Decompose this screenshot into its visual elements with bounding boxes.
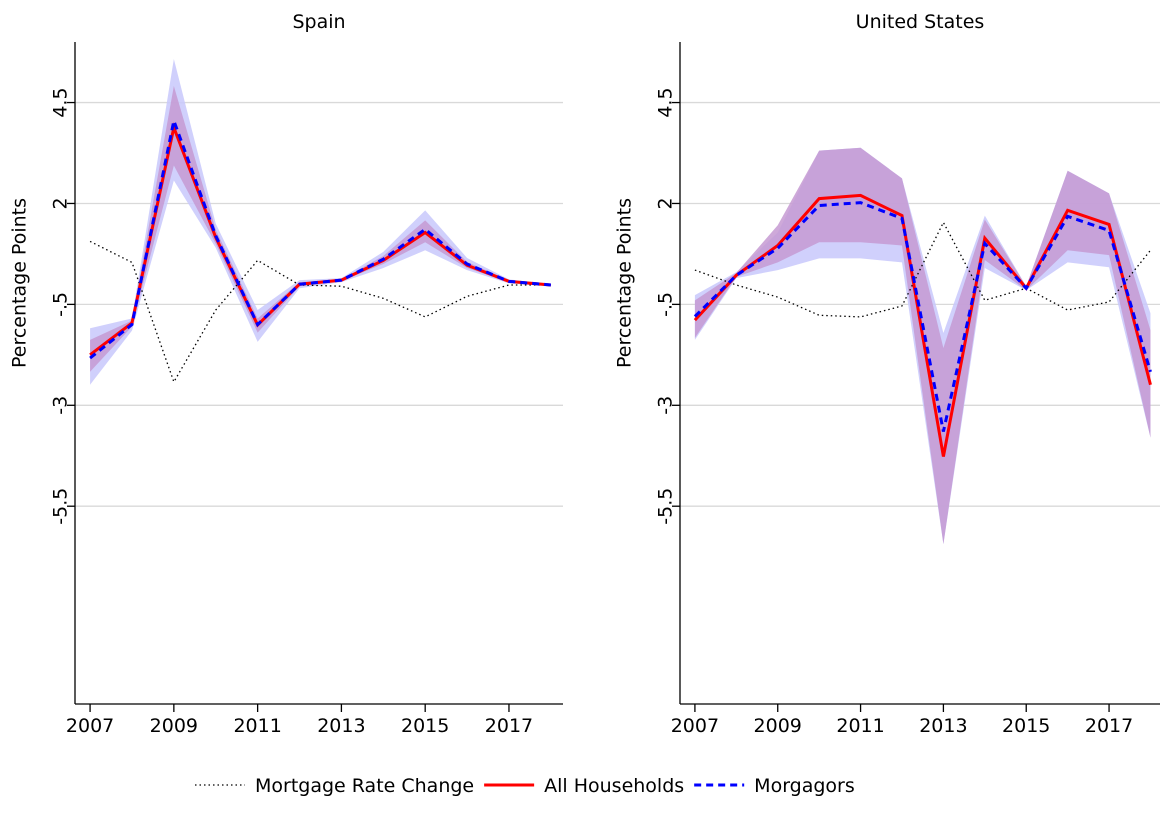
y-tick-label: -5.5 — [655, 488, 677, 525]
panel-title: Spain — [292, 11, 345, 33]
x-tick-label: 2011 — [836, 715, 884, 737]
x-tick-label: 2009 — [150, 715, 198, 737]
y-tick-label: 4.5 — [655, 87, 677, 117]
panel-title: United States — [856, 11, 985, 33]
x-tick-label: 2017 — [485, 715, 533, 737]
y-axis-label: Percentage Points — [9, 198, 31, 368]
y-tick-label: -3 — [50, 396, 72, 415]
x-tick-label: 2013 — [919, 715, 967, 737]
y-tick-label: -3 — [655, 396, 677, 415]
series-line — [693, 193, 1152, 457]
series-line — [89, 240, 551, 384]
y-tick-label: 4.5 — [50, 87, 72, 117]
y-tick-label: -.5 — [50, 292, 72, 317]
x-tick-label: 2007 — [66, 715, 114, 737]
legend-label: Morgagors — [754, 775, 855, 797]
x-tick-label: 2017 — [1085, 715, 1133, 737]
y-axis-label: Percentage Points — [614, 198, 636, 368]
x-tick-label: 2011 — [233, 715, 281, 737]
y-tick-label: 2 — [50, 197, 72, 209]
series-line — [693, 201, 1152, 432]
y-tick-label: 2 — [655, 197, 677, 209]
legend-label: All Households — [544, 775, 684, 797]
x-tick-label: 2015 — [1002, 715, 1050, 737]
y-tick-label: -.5 — [655, 292, 677, 317]
x-tick-label: 2009 — [754, 715, 802, 737]
series-line — [694, 221, 1151, 318]
y-tick-label: -5.5 — [50, 488, 72, 525]
x-tick-label: 2007 — [671, 715, 719, 737]
legend-label: Mortgage Rate Change — [255, 775, 474, 797]
confidence-band — [694, 147, 1151, 545]
x-tick-label: 2013 — [317, 715, 365, 737]
x-tick-label: 2015 — [401, 715, 449, 737]
